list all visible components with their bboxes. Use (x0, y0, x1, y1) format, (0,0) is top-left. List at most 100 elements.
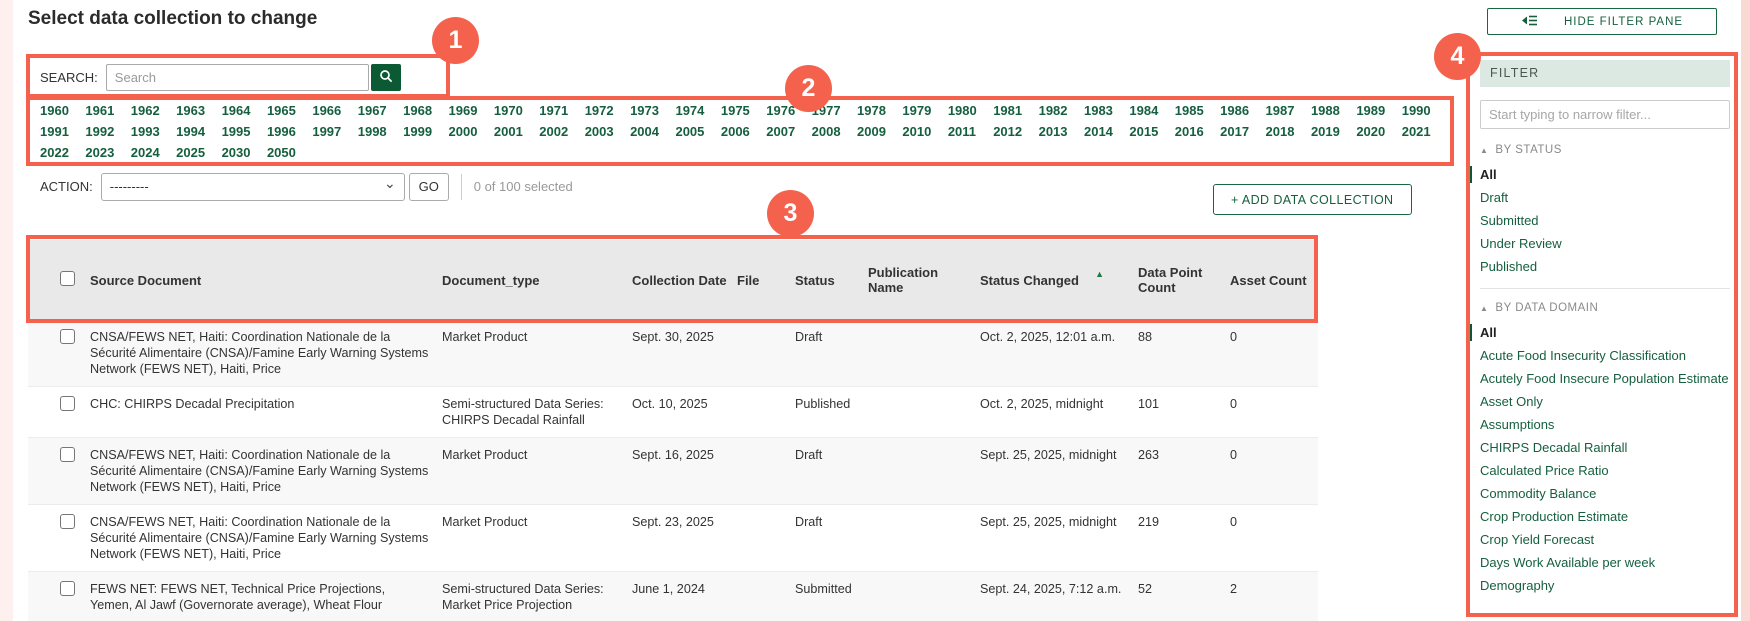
row-checkbox[interactable] (60, 581, 75, 596)
year-link[interactable]: 1995 (221, 124, 251, 139)
search-button[interactable] (370, 64, 401, 91)
year-link[interactable]: 2018 (1265, 124, 1295, 139)
column-header-file[interactable]: File (737, 240, 795, 320)
year-link[interactable]: 1967 (357, 103, 387, 118)
filter-option[interactable]: Commodity Balance (1480, 486, 1597, 501)
year-link[interactable]: 1996 (266, 124, 296, 139)
go-button[interactable]: GO (408, 172, 449, 201)
filter-option[interactable]: Days Work Available per week (1480, 555, 1656, 570)
year-link[interactable]: 2022 (40, 145, 69, 160)
year-link[interactable]: 2019 (1310, 124, 1340, 139)
year-link[interactable]: 1968 (403, 103, 433, 118)
filter-option[interactable]: Under Review (1480, 236, 1562, 251)
year-link[interactable]: 1963 (176, 103, 206, 118)
year-link[interactable]: 1987 (1265, 103, 1295, 118)
year-link[interactable]: 2021 (1401, 124, 1431, 139)
year-link[interactable]: 1961 (85, 103, 115, 118)
year-link[interactable]: 1993 (130, 124, 160, 139)
column-header-document-type[interactable]: Document_type (442, 240, 632, 320)
year-link[interactable]: 1978 (857, 103, 886, 118)
year-link[interactable]: 1966 (312, 103, 342, 118)
column-header-publication-name[interactable]: Publication Name (868, 240, 980, 320)
filter-option[interactable]: Acutely Food Insecure Population Estimat… (1480, 371, 1729, 386)
row-checkbox[interactable] (60, 447, 75, 462)
year-link[interactable]: 1989 (1356, 103, 1386, 118)
year-link[interactable]: 2003 (584, 124, 614, 139)
filter-option[interactable]: CHIRPS Decadal Rainfall (1480, 440, 1628, 455)
year-link[interactable]: 1970 (493, 103, 523, 118)
year-link[interactable]: 1992 (85, 124, 115, 139)
by-status-heading[interactable]: BY STATUS (1480, 144, 1730, 156)
column-header-status[interactable]: Status (795, 240, 868, 320)
filter-option-all-domain[interactable]: All (1467, 324, 1730, 341)
year-link[interactable]: 1981 (993, 103, 1023, 118)
year-link[interactable]: 2014 (1083, 124, 1113, 139)
year-link[interactable]: 2016 (1174, 124, 1204, 139)
year-link[interactable]: 1994 (176, 124, 206, 139)
filter-option[interactable]: Published (1480, 259, 1538, 274)
filter-option[interactable]: Demography (1480, 578, 1555, 593)
year-link[interactable]: 2025 (176, 145, 206, 160)
filter-option[interactable]: Crop Yield Forecast (1480, 532, 1595, 547)
search-input[interactable] (105, 64, 369, 91)
year-link[interactable]: 1971 (539, 103, 569, 118)
row-checkbox[interactable] (60, 329, 75, 344)
year-link[interactable]: 1984 (1129, 103, 1159, 118)
year-link[interactable]: 1997 (312, 124, 342, 139)
year-link[interactable]: 2004 (630, 124, 659, 139)
year-link[interactable]: 1974 (675, 103, 705, 118)
year-link[interactable]: 2009 (857, 124, 886, 139)
year-link[interactable]: 1983 (1083, 103, 1113, 118)
row-checkbox[interactable] (60, 396, 75, 411)
filter-option-all-status[interactable]: All (1467, 166, 1730, 183)
year-link[interactable]: 2017 (1220, 124, 1250, 139)
column-header-status-changed[interactable]: Status Changed ▲ (980, 240, 1138, 320)
row-checkbox[interactable] (60, 514, 75, 529)
year-link[interactable]: 2007 (766, 124, 796, 139)
add-data-collection-button[interactable]: + ADD DATA COLLECTION (1213, 184, 1412, 215)
column-header-data-point-count[interactable]: Data Point Count (1138, 240, 1230, 320)
year-link[interactable]: 2030 (221, 145, 251, 160)
filter-search-input[interactable] (1480, 100, 1730, 129)
year-link[interactable]: 1973 (630, 103, 659, 118)
year-link[interactable]: 2011 (947, 124, 977, 139)
year-link[interactable]: 2005 (675, 124, 705, 139)
filter-option[interactable]: Assumptions (1480, 417, 1555, 432)
sort-ascending-icon[interactable]: ▲ (1095, 269, 1104, 279)
year-link[interactable]: 1982 (1038, 103, 1068, 118)
year-link[interactable]: 2008 (811, 124, 841, 139)
year-link[interactable]: 1991 (40, 124, 69, 139)
year-link[interactable]: 2013 (1038, 124, 1068, 139)
year-link[interactable]: 1965 (266, 103, 296, 118)
year-link[interactable]: 1988 (1310, 103, 1340, 118)
year-link[interactable]: 1985 (1174, 103, 1204, 118)
year-link[interactable]: 2000 (448, 124, 478, 139)
year-link[interactable]: 1980 (947, 103, 977, 118)
hide-filter-pane-button[interactable]: HIDE FILTER PANE (1487, 8, 1717, 35)
year-link[interactable]: 2023 (85, 145, 115, 160)
year-link[interactable]: 2001 (493, 124, 523, 139)
year-link[interactable]: 1986 (1220, 103, 1250, 118)
year-link[interactable]: 2050 (266, 145, 296, 160)
year-link[interactable]: 2020 (1356, 124, 1386, 139)
filter-option[interactable]: Asset Only (1480, 394, 1543, 409)
year-link[interactable]: 1999 (403, 124, 433, 139)
column-header-collection-date[interactable]: Collection Date (632, 240, 737, 320)
year-link[interactable]: 1977 (811, 103, 841, 118)
by-data-domain-heading[interactable]: BY DATA DOMAIN (1480, 302, 1730, 314)
year-link[interactable]: 1960 (40, 103, 69, 118)
year-link[interactable]: 1979 (902, 103, 932, 118)
year-link[interactable]: 1964 (221, 103, 251, 118)
column-header-source-document[interactable]: Source Document (90, 240, 442, 320)
year-link[interactable]: 1990 (1401, 103, 1431, 118)
year-link[interactable]: 1969 (448, 103, 478, 118)
filter-option[interactable]: Calculated Price Ratio (1480, 463, 1609, 478)
year-link[interactable]: 2012 (993, 124, 1023, 139)
year-link[interactable]: 1962 (130, 103, 160, 118)
year-link[interactable]: 2010 (902, 124, 932, 139)
year-link[interactable]: 1998 (357, 124, 387, 139)
filter-option[interactable]: Crop Production Estimate (1480, 509, 1629, 524)
year-link[interactable]: 2002 (539, 124, 569, 139)
year-link[interactable]: 2024 (130, 145, 160, 160)
year-link[interactable]: 2006 (720, 124, 750, 139)
